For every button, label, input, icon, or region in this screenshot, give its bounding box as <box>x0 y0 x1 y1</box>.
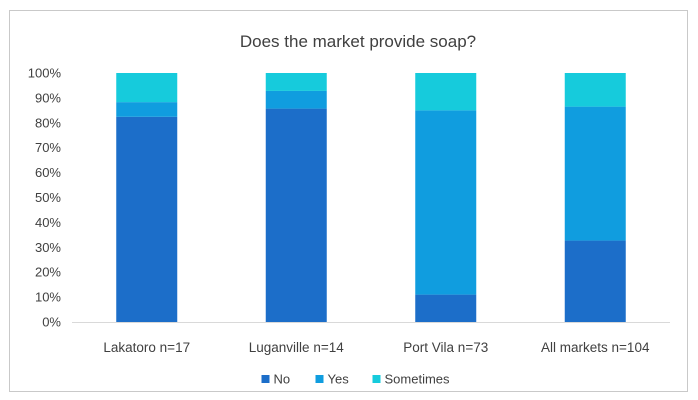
y-tick-label: 90% <box>35 90 61 105</box>
bar-segment-sometimes <box>265 73 327 91</box>
y-tick-label: 50% <box>35 190 61 205</box>
x-category-label: Port Vila n=73 <box>403 340 488 355</box>
y-tick-label: 10% <box>35 290 61 305</box>
bar-segment-yes <box>265 90 327 109</box>
bar-segment-sometimes <box>564 73 626 107</box>
y-axis: 0% 10% 20% 30% 40% 50% 60% 70% 80% 90% 100% <box>28 66 62 330</box>
legend-label-yes: Yes <box>328 372 350 387</box>
bar-segment-no <box>116 116 178 322</box>
y-tick-label: 30% <box>35 240 61 255</box>
legend-swatch-no <box>261 375 270 383</box>
bar-segment-sometimes <box>415 73 477 111</box>
legend-label-no: No <box>274 372 291 387</box>
y-tick-label: 70% <box>35 140 61 155</box>
y-tick-label: 80% <box>35 115 61 130</box>
legend-label-sometimes: Sometimes <box>385 372 451 387</box>
chart-title: Does the market provide soap? <box>240 32 476 51</box>
x-axis: Lakatoro n=17 Luganville n=14 Port Vila n=… <box>72 322 670 355</box>
bar-segment-no <box>415 294 477 322</box>
legend-swatch-sometimes <box>372 375 381 383</box>
bar-segment-yes <box>116 102 178 117</box>
y-tick-label: 60% <box>35 165 61 180</box>
x-category-label: Lakatoro n=17 <box>103 340 190 355</box>
y-tick-label: 40% <box>35 215 61 230</box>
bar-segment-sometimes <box>116 73 178 103</box>
legend-swatch-yes <box>315 375 324 383</box>
bar-segment-no <box>265 108 327 323</box>
x-category-label: Luganville n=14 <box>249 340 344 355</box>
bar-segment-yes <box>564 106 626 241</box>
bar-segment-yes <box>415 110 477 295</box>
bars <box>116 73 626 323</box>
y-tick-label: 100% <box>28 66 62 81</box>
y-tick-label: 20% <box>35 265 61 280</box>
x-category-label: All markets n=104 <box>541 340 650 355</box>
bar-segment-no <box>564 240 626 322</box>
y-tick-label: 0% <box>42 315 61 330</box>
legend: No Yes Sometimes <box>261 372 451 387</box>
